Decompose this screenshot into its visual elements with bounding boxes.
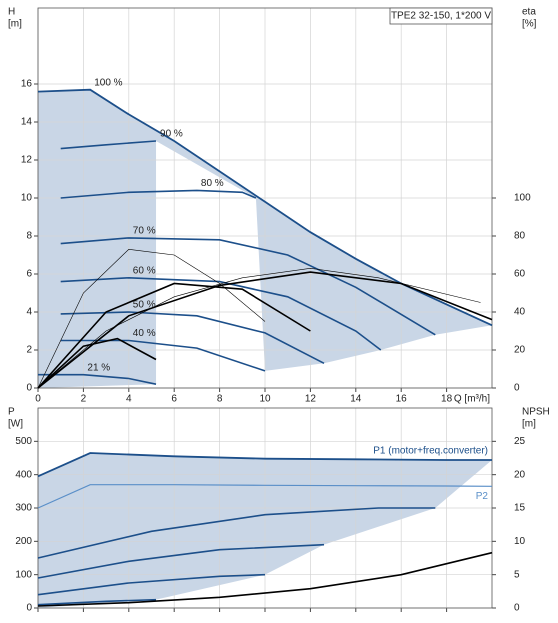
legend-label: P2 — [476, 491, 489, 502]
y2-tick-label: 25 — [514, 436, 526, 447]
curve — [37, 543, 325, 579]
curve — [37, 248, 266, 389]
x-tick-label: 18 — [441, 394, 453, 405]
y-tick-label: 8 — [26, 231, 32, 242]
y-tick-label: 10 — [21, 193, 33, 204]
x-axis-title: Q [m³/h] — [454, 394, 490, 405]
curve — [37, 484, 493, 509]
x-tick-label: 8 — [217, 394, 223, 405]
x-tick-label: 0 — [35, 394, 41, 405]
curve — [37, 88, 493, 327]
curve — [60, 276, 382, 351]
y2-tick-label: 20 — [514, 345, 526, 356]
x-tick-label: 4 — [126, 394, 132, 405]
x-tick-label: 10 — [259, 394, 271, 405]
y2-axis-title: NPSH — [522, 407, 550, 418]
y2-tick-label: 0 — [514, 603, 520, 614]
curve — [60, 189, 257, 199]
y-tick-label: 4 — [26, 307, 32, 318]
y2-tick-label: 60 — [514, 269, 526, 280]
curve-label: 90 % — [160, 129, 183, 140]
curve — [37, 337, 157, 389]
curve — [60, 140, 157, 150]
y-tick-label: 0 — [26, 603, 32, 614]
curve — [37, 551, 493, 607]
curve-label: 70 % — [133, 226, 156, 237]
y-tick-label: 100 — [15, 569, 32, 580]
curve — [37, 507, 436, 559]
chart-title: TPE2 32-150, 1*200 V — [391, 11, 491, 22]
y2-axis-title: eta — [522, 7, 536, 18]
y2-axis-title: [m] — [522, 419, 536, 430]
legend-label: P1 (motor+freq.converter) — [373, 446, 488, 457]
plot-frame — [37, 7, 493, 389]
x-tick-label: 12 — [305, 394, 317, 405]
y2-tick-label: 100 — [514, 193, 531, 204]
curve-label: 40 % — [133, 328, 156, 339]
curve-label: 80 % — [201, 178, 224, 189]
curve — [37, 271, 493, 389]
curve-label: 50 % — [133, 300, 156, 311]
x-tick-label: 14 — [350, 394, 362, 405]
x-tick-label: 2 — [81, 394, 87, 405]
y-tick-label: 12 — [21, 155, 33, 166]
y-tick-label: 500 — [15, 436, 32, 447]
curve — [37, 452, 492, 478]
y-tick-label: 200 — [15, 536, 32, 547]
y2-axis-title: [%] — [522, 19, 537, 30]
curve-label: 60 % — [133, 265, 156, 276]
y2-tick-label: 20 — [514, 469, 526, 480]
y-tick-label: 300 — [15, 503, 32, 514]
curve-label: 100 % — [94, 77, 122, 88]
y-tick-label: 0 — [26, 383, 32, 394]
y-tick-label: 2 — [26, 345, 32, 356]
y-tick-label: 6 — [26, 269, 32, 280]
y-tick-label: 14 — [21, 117, 33, 128]
title-box — [389, 7, 493, 25]
y2-tick-label: 40 — [514, 307, 526, 318]
y-tick-label: 400 — [15, 469, 32, 480]
y2-tick-label: 0 — [514, 383, 520, 394]
curve — [37, 267, 481, 389]
curve-label: 21 % — [87, 362, 110, 373]
y-axis-title: [m] — [8, 19, 22, 30]
x-tick-label: 6 — [171, 394, 177, 405]
curve — [37, 282, 311, 389]
curve — [60, 237, 436, 336]
y2-tick-label: 80 — [514, 231, 526, 242]
y-axis-title: P — [8, 407, 15, 418]
y2-tick-label: 15 — [514, 503, 526, 514]
x-tick-label: 16 — [396, 394, 408, 405]
curve — [37, 573, 266, 596]
y2-tick-label: 5 — [514, 569, 520, 580]
y2-tick-label: 10 — [514, 536, 526, 547]
curve — [38, 373, 157, 385]
curve — [37, 598, 157, 606]
y-tick-label: 16 — [21, 79, 33, 90]
y-axis-title: [W] — [8, 419, 23, 430]
y-axis-title: H — [8, 7, 15, 18]
